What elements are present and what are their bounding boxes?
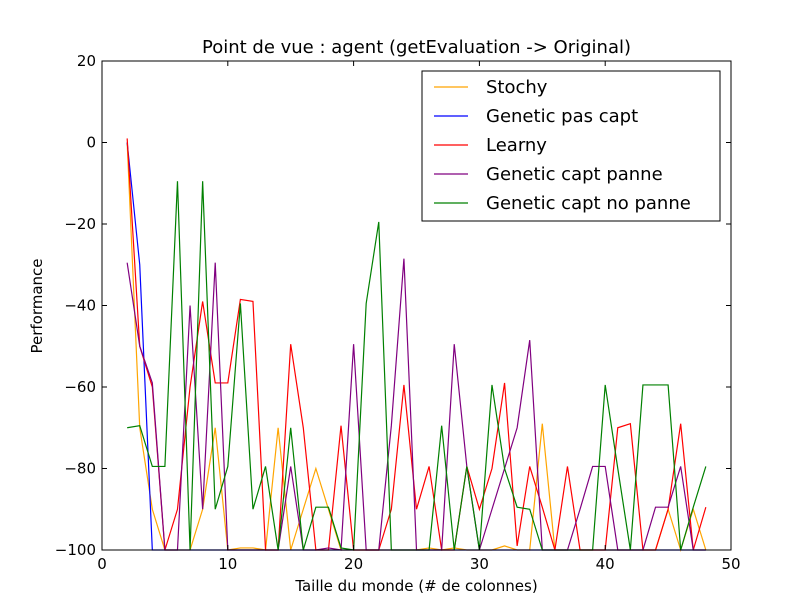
series-line-learny bbox=[126, 138, 707, 551]
tick-layer: 0 10 20 30 40 50 −100 −80 −60 −40 −20 0 20 bbox=[55, 52, 741, 573]
y-axis-label: Performance bbox=[28, 258, 46, 353]
y-tick-label: 0 bbox=[86, 134, 96, 152]
x-tick-label: 10 bbox=[218, 555, 237, 573]
y-tick-label: −20 bbox=[64, 215, 96, 233]
legend-label: Learny bbox=[486, 135, 547, 156]
chart-title: Point de vue : agent (getEvaluation -> O… bbox=[202, 37, 631, 58]
legend-box bbox=[421, 70, 721, 222]
legend: Stochy Genetic pas capt Learny Genetic capt… bbox=[421, 70, 721, 222]
x-tick-label: 50 bbox=[721, 555, 740, 573]
legend-label: Genetic pas capt bbox=[486, 106, 638, 127]
y-tick-label: −80 bbox=[64, 460, 96, 478]
y-tick-label: −40 bbox=[64, 297, 96, 315]
legend-label: Genetic capt panne bbox=[486, 164, 663, 185]
y-tick-label: −100 bbox=[55, 541, 96, 559]
x-tick-label: 30 bbox=[470, 555, 489, 573]
legend-items: Stochy Genetic pas capt Learny Genetic capt… bbox=[434, 77, 691, 214]
x-tick-label: 40 bbox=[596, 555, 615, 573]
legend-label: Stochy bbox=[486, 77, 548, 98]
x-tick-label: 0 bbox=[97, 555, 107, 573]
x-axis-label: Taille du monde (# de colonnes) bbox=[294, 577, 537, 595]
y-tick-label: 20 bbox=[77, 52, 96, 70]
legend-label: Genetic capt no panne bbox=[486, 193, 691, 214]
y-tick-label: −60 bbox=[64, 378, 96, 396]
x-tick-label: 20 bbox=[344, 555, 363, 573]
